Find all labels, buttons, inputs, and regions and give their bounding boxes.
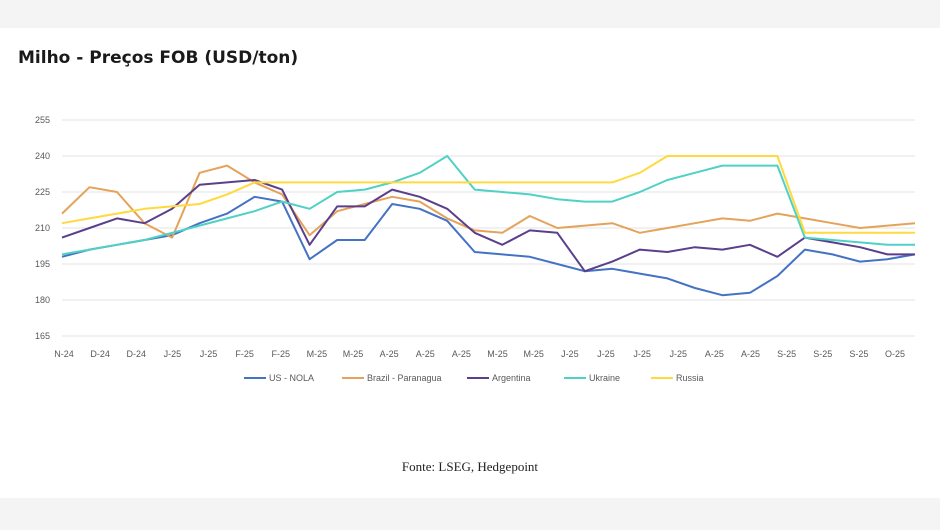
series-line xyxy=(61,195,916,297)
x-tick-label: A-25 xyxy=(416,349,435,359)
x-tick-label: S-25 xyxy=(849,349,868,359)
legend-label: Brazil - Paranagua xyxy=(367,373,442,383)
legend-label: Ukraine xyxy=(589,373,620,383)
x-tick-label: S-25 xyxy=(813,349,832,359)
x-tick-label: A-25 xyxy=(741,349,760,359)
y-tick-label: 240 xyxy=(35,151,50,161)
x-tick-label: M-25 xyxy=(343,349,364,359)
x-tick-label: J-25 xyxy=(164,349,182,359)
x-tick-label: J-25 xyxy=(669,349,687,359)
series-line xyxy=(61,179,915,273)
legend-label: Russia xyxy=(676,373,704,383)
x-tick-label: J-25 xyxy=(633,349,651,359)
legend-label: Argentina xyxy=(492,373,531,383)
legend-label: US - NOLA xyxy=(269,373,314,383)
series-line xyxy=(61,155,915,234)
x-tick-label: M-25 xyxy=(523,349,544,359)
x-tick-label: J-25 xyxy=(200,349,218,359)
x-tick-label: S-25 xyxy=(777,349,796,359)
x-tick-label: A-25 xyxy=(452,349,471,359)
x-tick-label: J-25 xyxy=(597,349,615,359)
x-tick-label: M-25 xyxy=(307,349,328,359)
x-tick-label: D-24 xyxy=(90,349,110,359)
y-tick-label: 255 xyxy=(35,115,50,125)
x-tick-label: A-25 xyxy=(380,349,399,359)
x-tick-label: F-25 xyxy=(272,349,291,359)
x-tick-label: M-25 xyxy=(487,349,508,359)
y-tick-label: 165 xyxy=(35,331,50,341)
chart-title: Milho - Preços FOB (USD/ton) xyxy=(18,48,299,68)
x-tick-label: O-25 xyxy=(885,349,905,359)
x-tick-label: D-24 xyxy=(127,349,147,359)
x-tick-label: F-25 xyxy=(235,349,254,359)
x-tick-label: A-25 xyxy=(705,349,724,359)
x-tick-label: N-24 xyxy=(54,349,74,359)
y-tick-label: 180 xyxy=(35,295,50,305)
source-note: Fonte: LSEG, Hedgepoint xyxy=(401,459,539,474)
y-tick-label: 195 xyxy=(35,259,50,269)
x-tick-label: J-25 xyxy=(561,349,579,359)
series-line xyxy=(61,155,915,256)
series-line xyxy=(61,164,916,239)
y-tick-label: 225 xyxy=(35,187,50,197)
chart-card xyxy=(0,28,940,498)
y-tick-label: 210 xyxy=(35,223,50,233)
